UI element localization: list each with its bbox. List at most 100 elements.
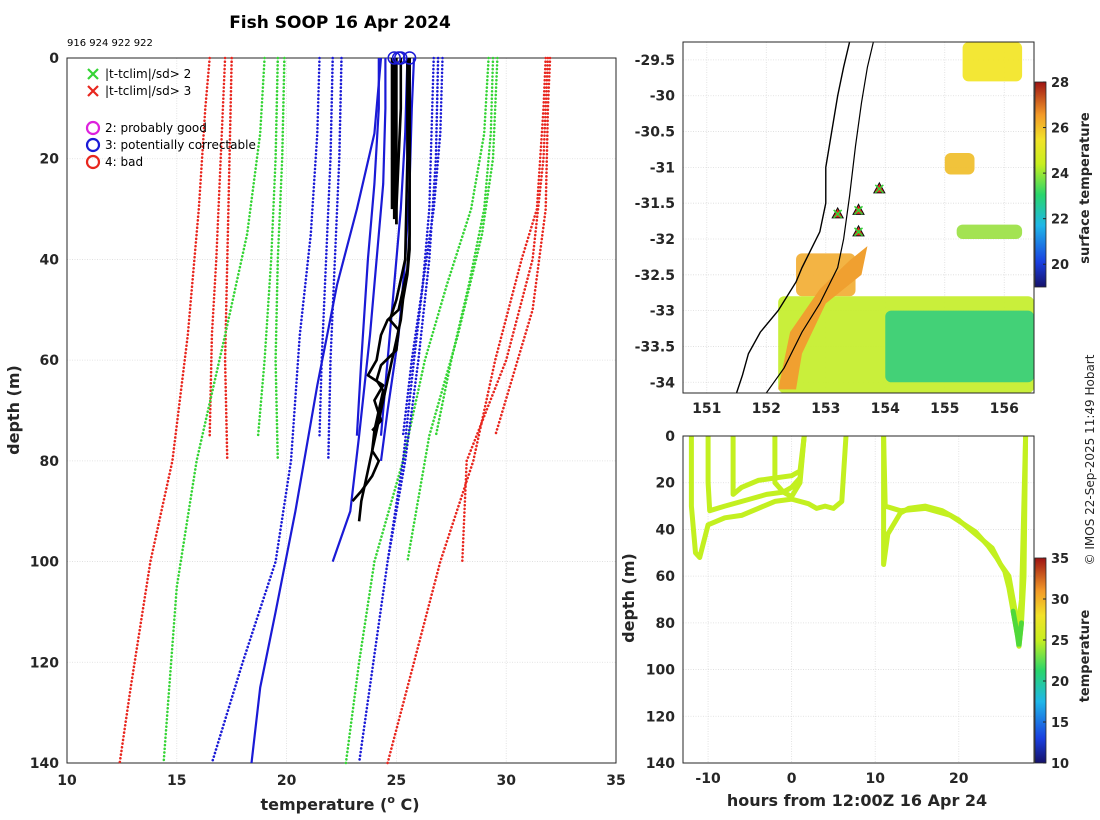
profile-ytick: 140 [30,756,59,772]
sst-patch [944,153,975,175]
profile-series-clim-left-b [331,58,387,562]
temperature-colorbar-tick-label: 30 [1051,593,1069,608]
timeseries-xtick: 20 [949,771,969,787]
temperature-colorbar-tick-label: 15 [1051,716,1069,731]
timeseries-xtick: -10 [695,771,721,787]
map-ytick: -29.5 [635,53,675,69]
profile-series-red-short-left-a [208,56,227,438]
profile-xtick: 15 [167,773,186,789]
timeseries-xtick: 0 [787,771,797,787]
map-ytick: -31.5 [635,196,675,212]
profile-series-blue-short-right-b [386,56,440,563]
profile-ytick: 20 [40,152,60,168]
profile-plot: 10 15 20 25 30 35 0 20 40 60 80 100 120 140 |t-tclim|/… [30,51,626,789]
legend-label: |t-tclim|/sd> 3 [105,84,191,98]
timeseries-deep-segment [1010,608,1024,647]
map-colorbar-tick-label: 20 [1051,258,1069,273]
legend-label: 3: potentially correctable [105,138,256,152]
qc-circle-marker [402,51,417,65]
profile-series-red-short-right-a [493,56,552,438]
station-x-marker [853,205,864,215]
timeseries-data-area [688,436,1029,649]
depth-time-plot: -10 0 10 20 0 20 40 60 80 100 120 140 [646,429,1035,787]
profile-xtick: 10 [57,773,77,789]
profile-ytick: 120 [30,655,59,671]
profile-ytick: 100 [30,555,59,571]
figure-title: Fish SOOP 16 Apr 2024 [229,13,451,33]
profile-xtick: 35 [606,773,625,789]
timeseries-ytick: 100 [646,663,675,679]
profile-series-green-wide-right [344,56,490,765]
profile-series-clim-right-a [379,57,409,436]
legend-x-marker [87,85,99,97]
timeseries-axes-frame [682,435,1035,764]
profile-series-green-short-left-b [274,56,286,463]
timeseries-ytick: 80 [656,616,676,632]
temperature-colorbar-label: temperature [1078,610,1093,703]
profile-series-blue-short-right-a [401,56,436,438]
profile-series-clim-wide [250,57,383,764]
map-ytick: -30.5 [635,125,675,141]
xlabel-superscript: o [387,793,395,806]
profile-ytick: 0 [49,51,59,67]
profile-series-red-wide-left [118,56,211,765]
timeseries-ytick: 60 [656,569,676,585]
map-data-area [735,42,1034,393]
legend-circle-marker [85,137,101,153]
warm-coastal-strip [778,246,868,390]
profile-ytick: 60 [40,353,60,369]
map-axes-frame [682,41,1035,394]
profile-ylabel: depth (m) [4,365,23,455]
legend-circle-marker [85,120,101,136]
coastline [735,42,851,393]
map-xtick: 155 [930,401,959,417]
timeseries-ytick: 40 [656,522,676,538]
map-ytick: -33 [650,304,675,320]
sst-patch [956,224,1023,239]
profile-series-green-short-right-b [406,56,499,563]
timeseries-xlabel: hours from 12:00Z 16 Apr 24 [727,791,987,810]
temperature-colorbar-tick-label: 25 [1051,634,1069,649]
station-x-marker [874,184,884,194]
map-xtick: 156 [990,401,1019,417]
map-colorbar-tick-label: 28 [1051,76,1069,91]
sst-patch [962,42,1023,82]
imos-credit: © IMOS 22-Sep-2025 11:49 Hobart [1083,354,1097,565]
legend-label: 4: bad [105,155,143,169]
map-colorbar: 20 22 24 26 28 [1034,76,1069,288]
map-colorbar-tick-label: 24 [1051,167,1069,182]
profile-series-red-short-right-b [460,56,550,563]
profile-series-blue-short-left-b [326,56,343,463]
map-ytick: -30 [650,89,676,105]
profile-series-green-short-right-a [434,56,495,438]
timeseries-cast-4 [772,436,807,495]
profile-series-obs-6 [395,58,403,225]
temperature-colorbar-tick-label: 10 [1051,757,1069,772]
profile-xtick: 30 [496,773,516,789]
profile-ids: 916 924 922 922 [67,38,153,49]
temperature-colorbar-tick-label: 35 [1051,552,1069,567]
legend-circle-marker [85,154,101,170]
profile-ytick: 40 [40,252,60,268]
map-xtick: 154 [871,401,900,417]
profile-xtick: 25 [387,773,406,789]
station-x-marker [833,209,843,219]
map-colorbar-gradient [1034,81,1047,288]
map-ytick: -34 [650,375,676,391]
profile-series-red-short-left-b [223,56,233,463]
qc-circle-marker [394,51,408,65]
station-x-marker [853,227,864,237]
profile-ytick: 80 [40,454,60,470]
map-xtick: 152 [752,401,781,417]
timeseries-ytick: 140 [646,756,675,772]
temperature-colorbar-gradient [1034,557,1047,764]
profile-series-clim-left-a [355,58,380,436]
legend-x-marker [87,68,99,80]
legend-label: |t-tclim|/sd> 2 [105,67,191,81]
map-ytick: -32 [650,232,675,248]
profile-series-obs-7 [366,58,411,432]
timeseries-ytick: 0 [665,429,675,445]
xlabel-start: temperature ( [260,795,387,814]
timeseries-ytick: 120 [646,709,675,725]
timeseries-cast-2 [705,436,807,514]
